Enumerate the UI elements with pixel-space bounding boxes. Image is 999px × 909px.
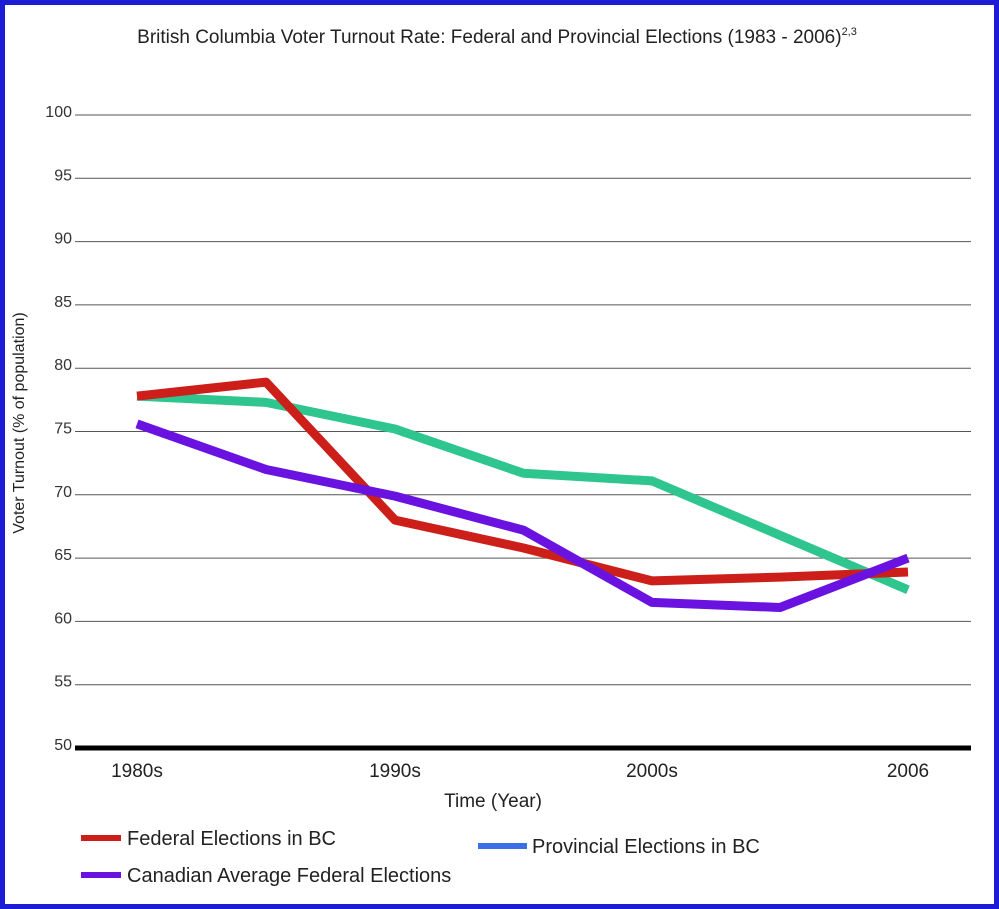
series-line-canadian-average-federal-elections — [135, 419, 910, 612]
legend-label-federal-elections-in-bc: Federal Elections in BC — [127, 828, 336, 850]
y-tick-label-85: 85 — [54, 294, 72, 311]
y-tick-label-75: 75 — [54, 421, 72, 438]
legend-label-provincial-elections-in-bc: Provincial Elections in BC — [532, 836, 760, 858]
line-chart: British Columbia Voter Turnout Rate: Fed… — [11, 26, 971, 887]
y-tick-label-70: 70 — [54, 484, 72, 501]
chart-title: British Columbia Voter Turnout Rate: Fed… — [137, 26, 857, 48]
x-tick-label-2006: 2006 — [887, 761, 929, 782]
chart-title-main: British Columbia Voter Turnout Rate: Fed… — [137, 27, 841, 48]
y-tick-label-90: 90 — [54, 231, 72, 248]
legend-label-canadian-average-federal-elections: Canadian Average Federal Elections — [127, 865, 451, 887]
series-line-provincial-elections-in-bc — [136, 391, 910, 594]
y-axis-tick-labels: 50 55 60 65 70 75 80 85 90 95 100 — [45, 104, 72, 754]
x-axis-tick-labels: 1980s 1990s 2000s 2006 — [111, 761, 929, 782]
y-axis-label: Voter Turnout (% of population) — [11, 312, 28, 533]
series-line-federal-elections-in-bc — [136, 377, 909, 586]
x-tick-label-2000s: 2000s — [626, 761, 678, 782]
y-tick-label-60: 60 — [54, 610, 72, 627]
x-tick-label-1990s: 1990s — [369, 761, 421, 782]
legend: Federal Elections in BC Provincial Electi… — [81, 828, 760, 887]
y-tick-label-100: 100 — [45, 104, 72, 121]
gridlines — [75, 114, 971, 751]
y-tick-label-55: 55 — [54, 674, 72, 691]
y-tick-label-65: 65 — [54, 547, 72, 564]
y-tick-label-95: 95 — [54, 167, 72, 184]
y-tick-label-80: 80 — [54, 357, 72, 374]
x-axis-label: Time (Year) — [444, 791, 542, 812]
series-lines — [135, 377, 910, 612]
y-tick-label-50: 50 — [54, 737, 72, 754]
x-tick-label-1980s: 1980s — [111, 761, 163, 782]
chart-title-superscript: 2,3 — [842, 26, 857, 38]
